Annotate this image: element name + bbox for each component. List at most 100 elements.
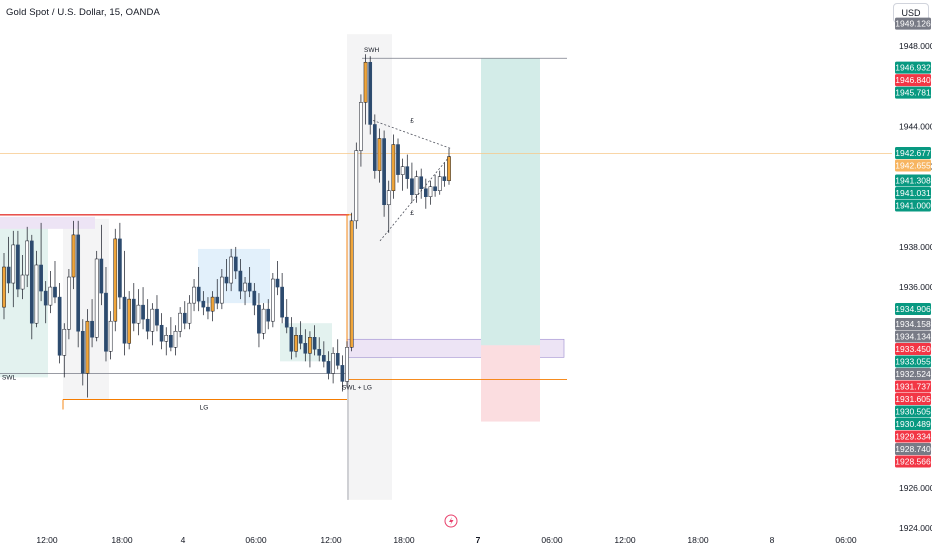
candle-body bbox=[2, 266, 6, 308]
loss-zone bbox=[481, 345, 540, 422]
price-tag-label: 1941.308 bbox=[895, 176, 931, 186]
candle-body bbox=[90, 320, 94, 338]
candle-body bbox=[210, 296, 215, 312]
x-axis-tick-label: 18:00 bbox=[111, 535, 133, 545]
triangle-upper-line bbox=[372, 120, 452, 149]
candle-body bbox=[368, 61, 373, 125]
candle-body bbox=[312, 337, 317, 350]
candle-body bbox=[224, 276, 229, 284]
price-tag-label: 1929.334 bbox=[895, 432, 931, 442]
candle-body bbox=[308, 337, 312, 354]
price-tag-label: 1931.737 bbox=[895, 382, 931, 392]
candle-body bbox=[331, 353, 335, 374]
y-axis-tick-label: 1938.000 bbox=[899, 242, 932, 252]
price-tag-label: 1945.781 bbox=[895, 88, 931, 98]
lightning-icon[interactable] bbox=[444, 514, 458, 528]
price-tag-label: 1934.158 bbox=[895, 319, 931, 329]
candle-body bbox=[71, 234, 76, 278]
x-axis-tick-label: 7 bbox=[476, 535, 481, 545]
profit-zone bbox=[481, 58, 540, 346]
candle-body bbox=[261, 308, 266, 334]
candle-body bbox=[405, 166, 410, 179]
price-tag-label: 1928.566 bbox=[895, 457, 931, 467]
candle-body bbox=[252, 290, 257, 306]
candle-body bbox=[220, 276, 224, 304]
price-tag-teal bbox=[895, 147, 931, 160]
candle-body bbox=[99, 258, 104, 294]
candle-body bbox=[182, 312, 187, 324]
y-axis-tick-label: 1944.000 bbox=[899, 121, 932, 131]
candle-body bbox=[238, 270, 243, 292]
price-tag-label: 1949.126 bbox=[895, 19, 931, 29]
pattern-label-upper: £ bbox=[410, 117, 414, 124]
candle-body bbox=[400, 166, 405, 175]
candle-body bbox=[271, 278, 275, 322]
candle-body bbox=[108, 320, 113, 352]
x-axis-tick-label: 4 bbox=[181, 535, 186, 545]
symbol-title: Gold Spot / U.S. Dollar, 15, OANDA bbox=[6, 7, 160, 18]
candle-body bbox=[53, 286, 57, 298]
candle-body bbox=[247, 282, 252, 292]
purple-zone-top bbox=[0, 216, 95, 229]
price-tag-teal bbox=[895, 61, 931, 74]
price-tag-label: 1932.524 bbox=[895, 369, 931, 379]
price-tag-teal bbox=[895, 187, 931, 200]
price-tag-label: 1934.134 bbox=[895, 332, 931, 342]
pattern-label-lower: £ bbox=[410, 210, 414, 217]
price-tag-label: 1934.906 bbox=[895, 304, 931, 314]
candle-body bbox=[196, 286, 201, 302]
candle-body bbox=[243, 282, 247, 292]
candle-body bbox=[76, 234, 81, 332]
candle-body bbox=[150, 308, 155, 332]
candle-body bbox=[363, 61, 368, 103]
candle-body bbox=[113, 238, 118, 322]
x-axis-tick-label: 06:00 bbox=[245, 535, 267, 545]
candle-body bbox=[206, 306, 210, 312]
candle-body bbox=[155, 308, 159, 326]
candle-body bbox=[447, 156, 451, 181]
candle-body bbox=[25, 240, 30, 276]
price-tag-teal bbox=[895, 174, 931, 187]
candle-body bbox=[317, 349, 322, 356]
y-axis-tick-label: 1924.000 bbox=[899, 523, 932, 533]
x-axis-tick-label: 8 bbox=[770, 535, 775, 545]
candle-body bbox=[275, 278, 280, 288]
price-tag-teal bbox=[895, 86, 931, 99]
candle-body bbox=[173, 330, 178, 348]
candle-body bbox=[414, 176, 419, 195]
candle-body bbox=[266, 308, 271, 322]
candle-body bbox=[303, 343, 308, 354]
candle-body bbox=[437, 176, 442, 191]
price-tag-current bbox=[895, 159, 931, 172]
candle-body bbox=[104, 292, 108, 352]
price-tag-label: 1930.505 bbox=[895, 407, 931, 417]
price-tag-red bbox=[895, 343, 931, 356]
x-axis-tick-label: 18:00 bbox=[393, 535, 415, 545]
candle-body bbox=[57, 296, 62, 356]
x-axis-tick-label: 12:00 bbox=[36, 535, 58, 545]
price-tag-label: 1946.840 bbox=[895, 75, 931, 85]
price-tag-label: 1933.450 bbox=[895, 344, 931, 354]
candle-body bbox=[335, 353, 340, 366]
x-axis-tick-label: 12:00 bbox=[614, 535, 636, 545]
price-tag-label: 1931.605 bbox=[895, 394, 931, 404]
candle-body bbox=[410, 178, 414, 195]
price-tag-teal bbox=[895, 405, 931, 418]
candle-body bbox=[396, 144, 400, 175]
candle-body bbox=[321, 355, 326, 362]
candle-body bbox=[201, 300, 206, 308]
price-tag-teal bbox=[895, 418, 931, 431]
candle-body bbox=[6, 266, 11, 284]
green-zone-left bbox=[0, 222, 48, 378]
y-axis-tick-label: 1948.000 bbox=[899, 41, 932, 51]
price-tag-gray bbox=[895, 318, 931, 331]
candle-body bbox=[67, 276, 71, 330]
candle-body bbox=[294, 335, 298, 352]
price-tag-red bbox=[895, 430, 931, 443]
candle-body bbox=[187, 302, 192, 324]
candle-body bbox=[136, 304, 141, 324]
candle-body bbox=[29, 240, 34, 324]
candle-body bbox=[159, 324, 164, 342]
